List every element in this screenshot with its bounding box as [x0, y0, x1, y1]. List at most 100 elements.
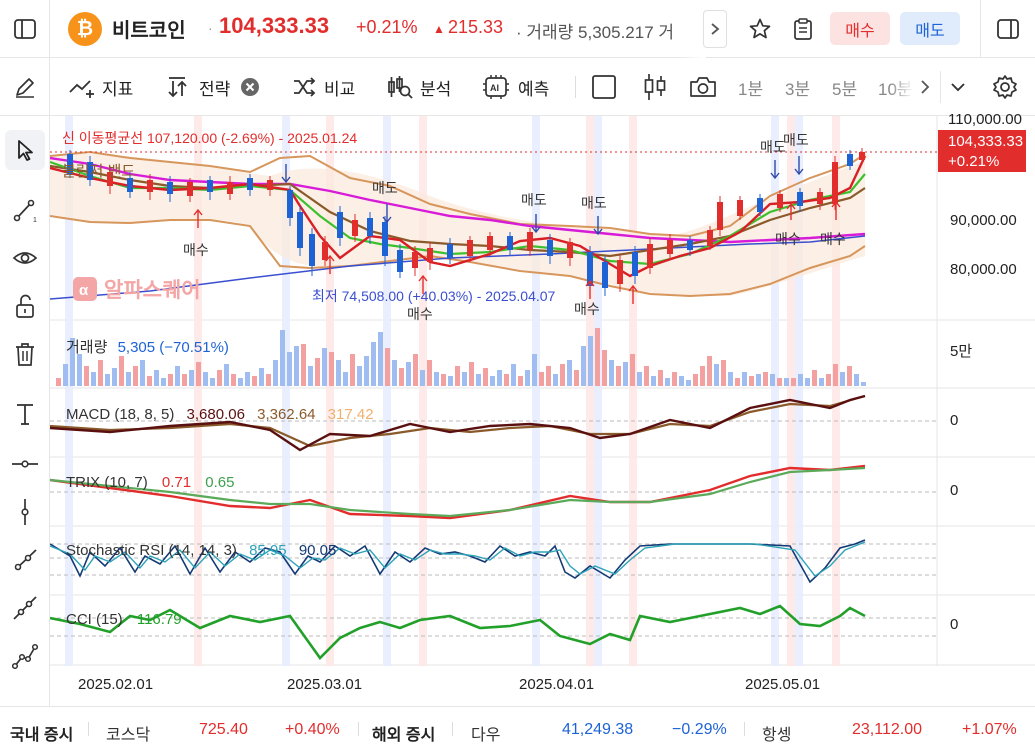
lowest-price-label: 최저 74,508.00 (+40.03%) - 2025.04.07 — [312, 288, 556, 304]
stoch-rsi-legend-name: Stochastic RSI (14, 14, 3) — [66, 542, 237, 559]
buy-band — [832, 116, 840, 666]
toolbar-scroll-right-button[interactable] — [915, 74, 935, 100]
indicator-button[interactable]: 지표 — [68, 72, 133, 102]
analysis-button[interactable]: 분석 — [386, 72, 451, 102]
horizontal-line-tool[interactable] — [5, 444, 45, 484]
toolbar-fade — [890, 58, 920, 114]
settings-button[interactable] — [985, 68, 1025, 106]
candle — [632, 252, 638, 276]
price-axis-label: 110,000.00 — [948, 111, 1022, 128]
volume-axis-label: 5만 — [950, 343, 973, 360]
kosdaq-name[interactable]: 코스닥 — [106, 727, 151, 744]
candle — [467, 240, 473, 256]
compare-button[interactable]: 비교 — [292, 72, 355, 102]
chart-area[interactable]: 신 이동평균선 107,120.00 (-2.69%) - 2025.01.24… — [50, 111, 1035, 706]
candle — [507, 236, 513, 250]
chart-type-button[interactable] — [590, 73, 618, 101]
sell-signal-label: 매도 — [581, 195, 607, 211]
price-axis-label: 80,000.00 — [950, 261, 1017, 278]
chevron-right-icon — [711, 23, 720, 35]
clipboard-icon — [794, 18, 812, 40]
toolbar-divider — [575, 76, 576, 98]
candle — [717, 202, 723, 230]
candle — [67, 154, 73, 174]
candle — [859, 152, 865, 160]
sell-band — [282, 116, 290, 666]
extended-line-icon — [13, 596, 37, 620]
compare-label: 비교 — [324, 79, 356, 99]
close-circle-icon[interactable] — [238, 75, 262, 99]
drawing-tools-button[interactable] — [0, 58, 50, 116]
market-ticker-bar: 국내 증시 코스닥 725.40 +0.40% 해외 증시 다우 41,249.… — [0, 706, 1035, 748]
buy-button[interactable]: 매수 — [830, 12, 890, 45]
chart-toolbar: 지표 전략 비교 분석 AI 예측 1분 3분 5분 10분 — [0, 58, 1035, 116]
candle — [757, 198, 763, 212]
trix-signal-line — [50, 466, 866, 518]
hangseng-name[interactable]: 항셍 — [762, 727, 792, 744]
memo-button[interactable] — [787, 13, 819, 45]
chart-canvas[interactable] — [50, 116, 1035, 706]
delete-tool[interactable] — [5, 334, 45, 374]
screenshot-button[interactable] — [688, 72, 718, 102]
sell-band — [594, 116, 602, 666]
candle — [487, 236, 493, 250]
ai-badge: AI — [490, 83, 499, 93]
macd-zero-label: 0 — [950, 412, 959, 429]
ticker-scroll-right-button[interactable] — [703, 10, 727, 48]
vertical-line-tool[interactable] — [5, 492, 45, 532]
ma-legend: 신 이동평균선 107,120.00 (-2.69%) - 2025.01.24 — [62, 130, 358, 146]
chevron-down-icon — [950, 83, 965, 92]
trendline-icon: 1 — [13, 199, 37, 223]
bollinger-upper — [50, 150, 866, 238]
buy-signal-label: 매수 — [183, 242, 209, 258]
ray-tool[interactable] — [5, 540, 45, 580]
coin-name[interactable]: 비트코인 — [112, 20, 186, 42]
interval-5m[interactable]: 5분 — [832, 80, 858, 99]
buy-band — [419, 116, 427, 666]
macd-signal-value: 3,362.64 — [257, 406, 316, 423]
pencil-icon — [15, 78, 34, 98]
candle — [707, 230, 713, 246]
dow-name[interactable]: 다우 — [471, 727, 501, 744]
extended-line-tool[interactable] — [5, 588, 45, 628]
analysis-label: 분석 — [420, 79, 452, 99]
right-panel-toggle-button[interactable] — [980, 0, 1035, 58]
candle-type-button[interactable] — [641, 71, 669, 103]
buy-arrow-icon — [831, 200, 841, 208]
candle — [322, 242, 328, 260]
buy-signal-label: 매수 — [820, 231, 846, 247]
interval-3m[interactable]: 3분 — [785, 80, 811, 99]
watermark: α 알파스퀘어 — [72, 274, 201, 304]
strategy-icon — [168, 77, 187, 98]
price-tag-price: 104,333.33 — [948, 133, 1024, 150]
buy-arrow-icon — [628, 284, 638, 292]
polyline-tool[interactable] — [5, 636, 45, 676]
strategy-button[interactable]: 전략 — [165, 72, 268, 102]
volume-bars — [56, 328, 866, 386]
domestic-market-label: 국내 증시 — [10, 727, 74, 744]
price-tag-change: +0.21% — [948, 153, 1000, 170]
lock-tool[interactable] — [5, 286, 45, 326]
bitcoin-logo-icon: ₿ — [68, 12, 102, 46]
header-bar: ₿ 비트코인 · 104,333.33 +0.21% ▲ 215.33 · 거래… — [0, 0, 1035, 58]
candle — [267, 180, 273, 190]
interval-dropdown-button[interactable] — [940, 71, 974, 103]
divider — [452, 722, 453, 736]
cursor-tool[interactable] — [5, 130, 45, 170]
text-tool[interactable] — [5, 394, 45, 434]
left-panel-toggle-button[interactable] — [0, 0, 50, 58]
sell-button[interactable]: 매도 — [900, 12, 960, 45]
candle — [167, 182, 173, 194]
favorite-button[interactable] — [744, 13, 776, 45]
macd-legend: MACD (18, 8, 5) 3,680.06 3,362.64 317.42 — [66, 406, 374, 423]
macd-line — [50, 394, 866, 452]
visibility-tool[interactable] — [5, 238, 45, 278]
ai-predict-button[interactable]: AI 예측 — [482, 72, 549, 102]
candle — [412, 252, 418, 268]
cci-line — [50, 604, 866, 661]
buy-arrow-icon — [786, 202, 796, 210]
analysis-icon — [388, 76, 413, 99]
candle — [107, 172, 113, 186]
interval-1m[interactable]: 1분 — [738, 80, 764, 99]
trendline-tool[interactable]: 1 — [5, 190, 45, 230]
